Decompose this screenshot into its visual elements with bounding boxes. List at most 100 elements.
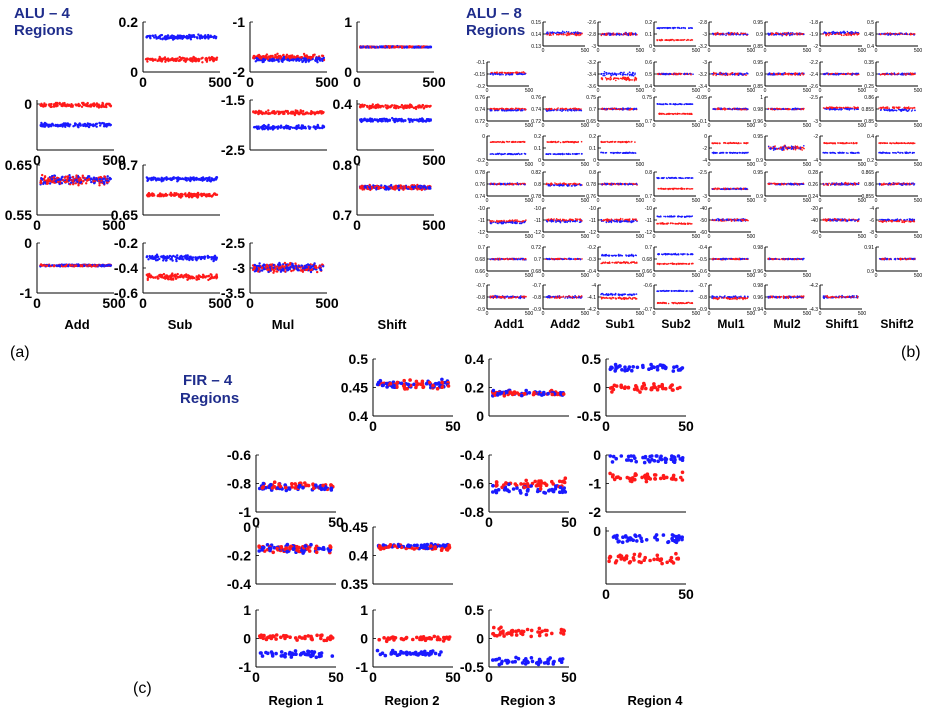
blue-point <box>321 58 324 61</box>
blue-point <box>180 254 183 258</box>
panel-b-col-label-sub1: Sub1 <box>605 317 635 331</box>
red-point <box>774 32 777 35</box>
red-point <box>259 57 263 60</box>
blue-point <box>392 118 395 122</box>
x-tick-label: 0 <box>33 152 41 168</box>
red-point <box>48 103 51 106</box>
red-point <box>394 187 397 190</box>
red-point <box>104 105 107 108</box>
red-point <box>507 72 509 74</box>
blue-point <box>689 72 691 75</box>
blue-point <box>832 32 834 35</box>
blue-point <box>176 254 179 257</box>
red-point <box>388 105 391 108</box>
blue-point <box>607 33 609 35</box>
y-tick-label: -2.5 <box>221 235 245 251</box>
red-point <box>301 270 305 273</box>
red-point <box>94 103 97 107</box>
red-point <box>682 39 684 41</box>
subplot-a-r2c0: 0.650.550 500 <box>5 157 126 233</box>
red-point <box>101 102 105 106</box>
blue-point <box>192 34 195 37</box>
red-point <box>889 32 891 34</box>
blue-point <box>194 177 197 180</box>
blue-point <box>317 126 320 129</box>
blue-point <box>275 58 278 61</box>
red-point <box>167 278 170 281</box>
red-point <box>634 76 636 79</box>
blue-point <box>835 31 837 34</box>
blue-point <box>160 255 163 258</box>
red-point <box>627 76 630 79</box>
red-point <box>274 267 277 271</box>
blue-point <box>561 30 564 33</box>
y-tick-label: -3.2 <box>698 44 707 50</box>
blue-point <box>823 31 825 34</box>
red-point <box>729 33 732 35</box>
y-tick-label: -3.4 <box>587 72 596 78</box>
blue-point <box>692 73 694 75</box>
red-point <box>83 176 87 180</box>
blue-point <box>407 117 410 121</box>
red-point <box>733 32 736 34</box>
red-point <box>52 176 56 179</box>
red-point <box>365 104 369 108</box>
red-point <box>909 33 912 36</box>
blue-point <box>104 179 107 182</box>
blue-point <box>624 73 626 76</box>
blue-point <box>178 177 181 180</box>
red-point <box>260 266 264 270</box>
red-point <box>671 38 674 41</box>
x-tick-label: 0 <box>246 74 254 90</box>
x-tick-label: 500 <box>636 48 645 54</box>
blue-point <box>360 118 363 121</box>
blue-point <box>58 264 61 267</box>
blue-point <box>775 34 777 36</box>
red-point <box>568 33 571 36</box>
blue-point <box>429 118 432 121</box>
y-tick-label: 0.4 <box>645 84 652 90</box>
red-point <box>108 102 111 106</box>
blue-point <box>171 259 174 262</box>
y-tick-label: 0.14 <box>531 32 541 38</box>
red-point <box>41 103 44 107</box>
blue-point <box>405 45 409 49</box>
blue-point <box>857 31 859 34</box>
blue-point <box>580 32 582 34</box>
red-point <box>174 273 177 276</box>
blue-point <box>613 73 615 76</box>
blue-point <box>184 176 187 179</box>
red-point <box>177 194 181 197</box>
subplot-b-r0c6: -1.8-1.9-20 500 <box>809 20 866 54</box>
blue-point <box>92 124 95 128</box>
y-tick-label: 0.45 <box>864 32 874 38</box>
red-point <box>660 73 662 75</box>
red-point <box>159 273 162 276</box>
red-point <box>169 193 173 197</box>
red-point <box>716 32 718 34</box>
y-tick-label: 0.4 <box>867 44 874 50</box>
red-point <box>369 45 372 49</box>
blue-point <box>282 126 285 129</box>
blue-point <box>198 36 202 39</box>
blue-point <box>298 265 301 268</box>
red-point <box>601 78 604 81</box>
blue-point <box>632 75 635 77</box>
blue-point <box>186 254 189 257</box>
red-point <box>55 105 58 108</box>
blue-point <box>619 72 621 75</box>
blue-point <box>166 34 170 37</box>
blue-point <box>87 125 91 129</box>
x-tick-label: 500 <box>208 74 232 90</box>
red-point <box>109 105 113 108</box>
blue-point <box>728 32 730 35</box>
blue-point <box>308 264 311 267</box>
blue-point <box>365 118 369 121</box>
blue-point <box>840 32 842 34</box>
red-point <box>714 72 716 75</box>
blue-point <box>497 73 500 75</box>
red-point <box>146 273 149 276</box>
blue-point <box>502 73 504 76</box>
blue-point <box>194 257 197 261</box>
